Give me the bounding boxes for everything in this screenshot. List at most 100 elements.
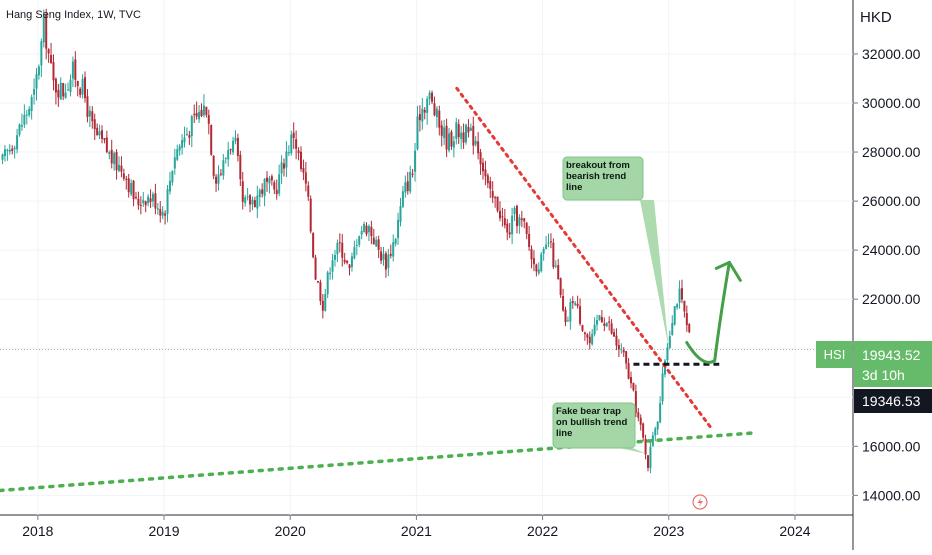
candle-body bbox=[40, 41, 43, 66]
candle-body bbox=[387, 254, 390, 268]
candle-body bbox=[168, 180, 171, 192]
candle-body bbox=[481, 162, 484, 172]
candle-body bbox=[304, 172, 307, 184]
candle-body bbox=[91, 111, 94, 122]
candle-body bbox=[443, 127, 446, 138]
candle-body bbox=[256, 195, 259, 209]
candle-body bbox=[232, 140, 235, 153]
candle-body bbox=[552, 242, 555, 267]
candle-body bbox=[465, 124, 468, 143]
candle-body bbox=[275, 189, 278, 195]
candle-body bbox=[302, 168, 305, 173]
candle-body bbox=[615, 335, 618, 346]
candle-body bbox=[268, 178, 271, 184]
projection-arrow-head bbox=[714, 260, 742, 282]
candle-body bbox=[610, 323, 613, 334]
candle-body bbox=[426, 98, 429, 113]
candle-body bbox=[25, 114, 28, 116]
candle-body bbox=[98, 131, 101, 136]
candle-body bbox=[142, 199, 145, 204]
candle-body bbox=[433, 103, 436, 116]
breakout-note-pointer bbox=[640, 200, 669, 349]
candle-body bbox=[13, 147, 16, 150]
candle-body bbox=[96, 127, 99, 136]
candle-body bbox=[307, 185, 310, 197]
candle-body bbox=[608, 321, 611, 323]
lightning-icon[interactable] bbox=[692, 494, 708, 510]
candle-body bbox=[224, 157, 227, 159]
candle-body bbox=[494, 197, 497, 199]
candle-body bbox=[591, 333, 594, 345]
candle-body bbox=[312, 233, 315, 258]
candle-body bbox=[64, 92, 67, 98]
candle-body bbox=[222, 160, 225, 176]
breakout-note-text: breakout from bearish trend line bbox=[566, 160, 630, 193]
price-tick-label: 16000.00 bbox=[862, 438, 921, 454]
breakout-note-box bbox=[562, 156, 644, 201]
candle-body bbox=[263, 179, 266, 196]
candle-body bbox=[542, 248, 545, 254]
candle-body bbox=[613, 332, 616, 337]
time-tick-label: 2024 bbox=[779, 523, 810, 539]
candle-body bbox=[491, 191, 494, 198]
candle-body bbox=[603, 323, 606, 327]
candle-body bbox=[380, 251, 383, 261]
candle-body bbox=[314, 257, 317, 280]
time-tick-label: 2019 bbox=[148, 523, 179, 539]
candle-body bbox=[423, 109, 426, 113]
candle-body bbox=[156, 208, 159, 210]
candle-body bbox=[1, 154, 4, 160]
last-price-tag-box bbox=[854, 341, 932, 387]
candle-body bbox=[406, 181, 409, 191]
candle-body bbox=[251, 199, 254, 205]
candle-body bbox=[496, 196, 499, 211]
time-tick-label: 2020 bbox=[275, 523, 306, 539]
candle-body bbox=[545, 244, 548, 249]
candle-body bbox=[125, 178, 128, 180]
candle-body bbox=[540, 254, 543, 272]
candle-body bbox=[59, 82, 62, 100]
last-price-text: 19943.52 bbox=[862, 347, 921, 363]
candle-body bbox=[404, 182, 407, 193]
candle-body bbox=[11, 148, 14, 151]
time-tick-label: 2023 bbox=[653, 523, 684, 539]
candle-body bbox=[581, 325, 584, 331]
level-price-tag[interactable]: 19346.53 bbox=[854, 389, 932, 413]
time-tick-label: 2018 bbox=[22, 523, 53, 539]
candle-body bbox=[147, 196, 150, 204]
candle-body bbox=[30, 97, 33, 111]
last-price-tag[interactable]: HSI 19943.52 3d 10h bbox=[816, 341, 932, 387]
candle-body bbox=[630, 377, 633, 384]
candle-body bbox=[297, 150, 300, 154]
candle-body bbox=[680, 288, 683, 300]
candle-body bbox=[118, 164, 121, 171]
candle-body bbox=[409, 171, 412, 192]
fake-trap-note[interactable]: Fake bear trap on bullish trend line bbox=[552, 402, 636, 449]
breakout-note[interactable]: breakout from bearish trend line bbox=[562, 156, 644, 201]
currency-label: HKD bbox=[860, 9, 892, 26]
price-tick-label: 24000.00 bbox=[862, 242, 921, 258]
candle-body bbox=[469, 127, 472, 131]
candle-body bbox=[438, 110, 441, 128]
candle-body bbox=[321, 300, 324, 311]
candle-body bbox=[50, 55, 53, 63]
candle-body bbox=[588, 336, 591, 344]
candle-body bbox=[477, 141, 480, 154]
candle-body bbox=[23, 114, 26, 125]
candle-body bbox=[45, 14, 48, 49]
fake-trap-note-body: Fake bear trap on bullish trend line bbox=[556, 406, 627, 439]
candle-body bbox=[299, 151, 302, 169]
candle-body bbox=[134, 196, 137, 198]
candle-body bbox=[598, 315, 601, 321]
candle-body bbox=[130, 183, 133, 195]
candle-body bbox=[110, 149, 113, 164]
candle-body bbox=[79, 88, 82, 95]
candle-body bbox=[445, 125, 448, 150]
level-price-tag-box bbox=[854, 389, 932, 413]
candle-body bbox=[331, 260, 334, 272]
candle-body bbox=[625, 351, 628, 364]
candle-body bbox=[161, 211, 164, 216]
candle-body bbox=[108, 152, 111, 154]
